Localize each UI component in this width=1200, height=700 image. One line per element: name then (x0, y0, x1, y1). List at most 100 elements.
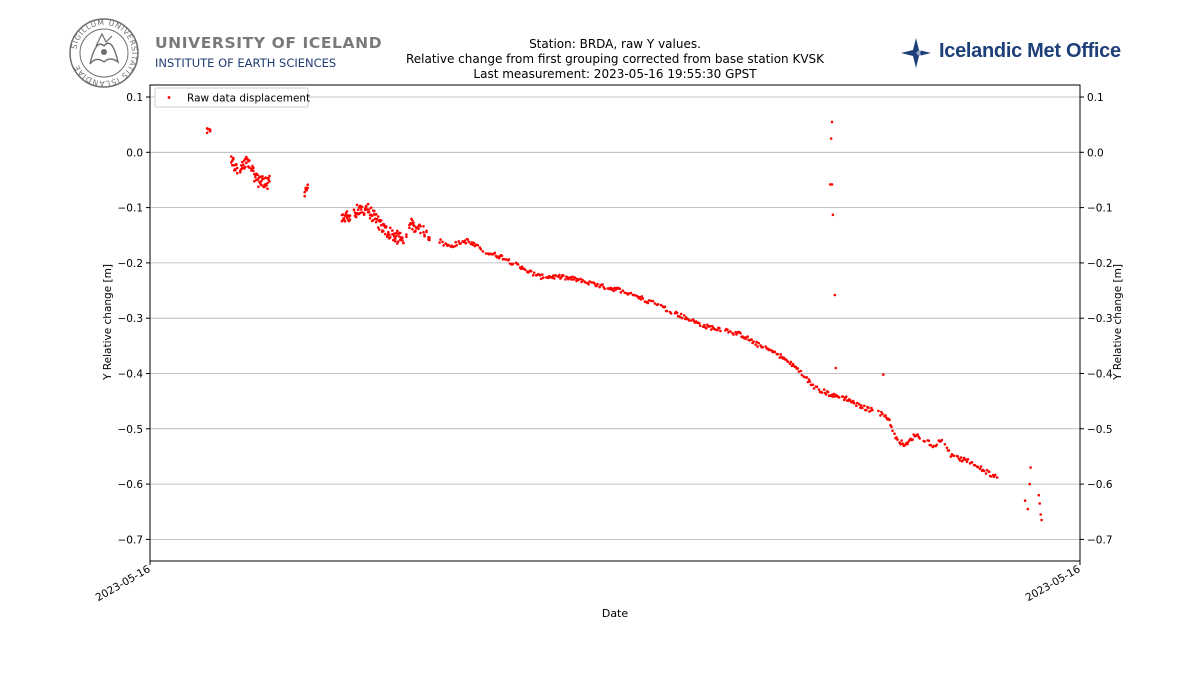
data-point (577, 278, 580, 282)
data-point (979, 465, 983, 468)
data-point (235, 163, 238, 167)
data-point (716, 328, 719, 332)
data-point (252, 166, 255, 170)
data-point (479, 248, 483, 251)
data-point (355, 203, 359, 207)
data-point (593, 282, 596, 285)
data-point (257, 185, 260, 189)
x-tick-label: 2023-05-16 (94, 563, 153, 604)
data-point (442, 244, 445, 247)
data-point (519, 267, 523, 271)
data-point (651, 299, 655, 303)
y-tick-label-left: −0.4 (118, 369, 144, 381)
data-point (371, 219, 375, 222)
data-point (754, 343, 757, 346)
data-point (265, 176, 268, 180)
data-point (570, 278, 573, 281)
data-point (240, 164, 243, 167)
data-point (964, 458, 968, 461)
data-point (266, 187, 269, 190)
data-point (844, 395, 848, 399)
data-point (595, 284, 598, 288)
data-point (532, 271, 536, 275)
data-point (248, 166, 251, 169)
data-point (687, 319, 691, 322)
y-tick-label-right: 0.1 (1087, 92, 1104, 104)
data-point (233, 164, 236, 167)
data-point (732, 333, 735, 336)
data-point (262, 177, 265, 181)
y-tick-label-left: −0.1 (118, 203, 144, 215)
axis-ticks: 0.1 0.1 0.0 0.0 −0.1 −0.1 −0.2 −0.2 −0.3 −0.3 −0.4… (94, 92, 1113, 604)
data-point (367, 211, 371, 214)
y-tick-label-right: −0.2 (1087, 258, 1113, 270)
data-point (364, 205, 368, 208)
data-point (618, 287, 622, 291)
data-point (918, 437, 921, 440)
data-point (995, 476, 999, 479)
data-point (441, 240, 444, 244)
data-point (454, 240, 458, 244)
data-point (457, 240, 461, 243)
data-point (502, 257, 506, 261)
data-point (306, 186, 310, 190)
data-point (476, 244, 480, 247)
data-point (647, 299, 651, 302)
data-point (659, 303, 663, 307)
data-point (451, 245, 455, 249)
data-point (208, 128, 212, 131)
data-point (750, 338, 753, 341)
data-point (852, 399, 855, 403)
data-point (949, 455, 953, 458)
data-point (358, 211, 362, 215)
data-point (383, 232, 387, 236)
data-point (415, 226, 418, 229)
data-points (205, 120, 1043, 522)
data-point (858, 403, 861, 406)
data-point (829, 137, 833, 140)
data-point (880, 410, 883, 414)
data-point (703, 323, 706, 327)
data-point (729, 330, 732, 333)
university-name: UNIVERSITY OF ICELAND (155, 34, 383, 52)
grid-lines (150, 96, 1080, 540)
data-point (399, 231, 402, 235)
y-tick-label-left: −0.2 (118, 258, 144, 270)
data-point (422, 225, 425, 228)
data-point (601, 283, 604, 286)
data-point (906, 442, 909, 446)
data-point (410, 222, 413, 225)
data-point (884, 414, 887, 417)
data-point (726, 328, 729, 332)
data-point (797, 370, 801, 373)
data-point (739, 332, 742, 335)
data-point (806, 380, 810, 384)
data-point (756, 345, 759, 348)
data-point (970, 461, 974, 464)
data-point (869, 409, 872, 413)
data-point (893, 432, 896, 436)
data-point (882, 373, 885, 376)
data-point (865, 408, 868, 412)
data-point (719, 329, 722, 333)
data-point (348, 214, 352, 217)
data-point (541, 273, 544, 276)
data-point (640, 295, 644, 298)
data-point (952, 454, 956, 458)
data-point (698, 321, 701, 325)
data-point (551, 276, 554, 280)
data-point (306, 183, 310, 186)
data-point (425, 229, 428, 233)
data-point (833, 293, 837, 297)
data-point (611, 287, 614, 291)
data-point (558, 273, 561, 277)
data-point (808, 380, 812, 383)
data-point (679, 312, 683, 316)
data-point (481, 250, 485, 253)
data-point (574, 277, 577, 280)
data-point (945, 446, 949, 450)
data-point (467, 240, 471, 244)
data-point (373, 217, 377, 221)
data-point (348, 218, 352, 221)
data-point (680, 316, 684, 320)
